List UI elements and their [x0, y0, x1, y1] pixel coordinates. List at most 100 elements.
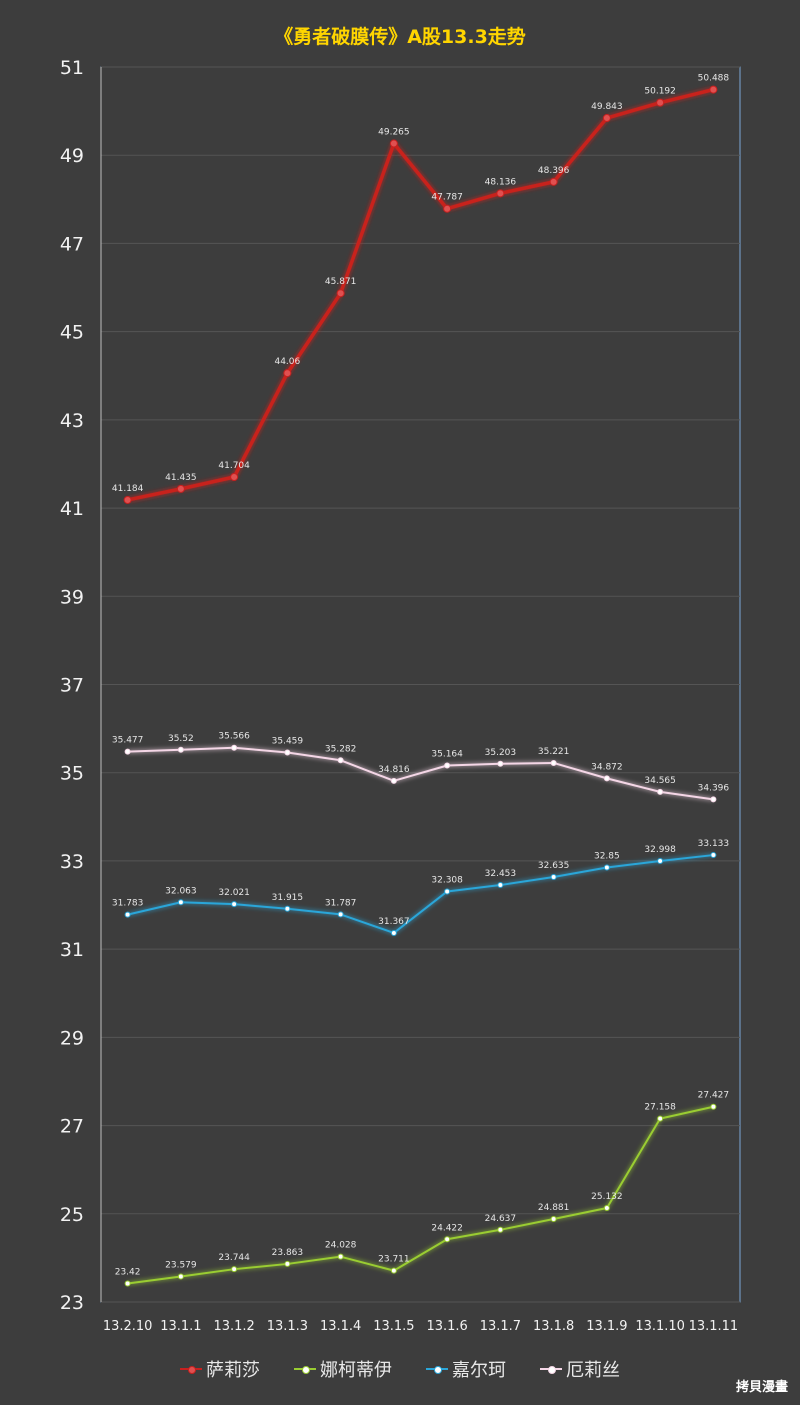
data-label: 32.021 — [218, 888, 250, 898]
data-point — [497, 882, 504, 889]
data-label: 48.136 — [485, 177, 517, 187]
data-point — [389, 139, 398, 148]
data-label: 44.06 — [274, 357, 300, 367]
data-point — [231, 1266, 238, 1273]
series-layer: 41.184 41.435 41.704 44.06 45.871 49.265 47.78… — [112, 74, 730, 1287]
x-tick-label: 13.1.1 — [160, 1319, 201, 1334]
data-point — [283, 369, 292, 378]
data-label: 47.787 — [431, 193, 463, 203]
data-label: 27.427 — [698, 1091, 730, 1101]
series-line — [127, 87, 714, 502]
x-tick-label: 13.1.4 — [320, 1319, 361, 1334]
data-label: 32.063 — [165, 886, 197, 896]
data-label: 25.132 — [591, 1192, 623, 1202]
data-point — [657, 1115, 664, 1122]
legend-item: 厄莉丝 — [540, 1356, 620, 1382]
data-point — [124, 911, 131, 918]
x-tick-label: 13.1.6 — [426, 1319, 467, 1334]
data-point — [284, 749, 291, 756]
data-point — [657, 788, 664, 795]
x-tick-label: 13.1.11 — [689, 1319, 739, 1334]
x-tick-label: 13.1.9 — [586, 1319, 627, 1334]
y-tick-label: 31 — [60, 939, 84, 961]
chart-title: 《勇者破膜传》A股13.3走势 — [274, 26, 526, 48]
data-point — [444, 888, 451, 895]
data-label: 31.783 — [112, 899, 144, 909]
y-tick-label: 35 — [60, 763, 84, 785]
y-tick-label: 41 — [60, 498, 84, 520]
data-label: 32.453 — [485, 869, 517, 879]
data-label: 33.133 — [698, 839, 730, 849]
data-point — [284, 1260, 291, 1267]
data-point — [337, 911, 344, 918]
data-label: 50.488 — [698, 74, 730, 84]
data-label: 49.265 — [378, 128, 410, 138]
data-point — [656, 98, 665, 107]
data-label: 34.816 — [378, 765, 410, 775]
data-point — [337, 757, 344, 764]
legend-label: 厄莉丝 — [566, 1360, 620, 1381]
y-tick-label: 37 — [60, 675, 84, 697]
x-tick-label: 13.1.8 — [533, 1319, 574, 1334]
data-label: 45.871 — [325, 277, 357, 287]
data-point — [550, 1216, 557, 1223]
x-tick-label: 13.1.2 — [213, 1319, 254, 1334]
data-point — [603, 775, 610, 782]
series-line — [127, 746, 714, 801]
legend-item: 萨莉莎 — [180, 1356, 260, 1382]
data-label: 41.184 — [112, 484, 144, 494]
legend-swatch — [540, 1366, 562, 1374]
y-tick-label: 51 — [60, 57, 84, 79]
data-point — [230, 473, 239, 482]
data-point — [603, 864, 610, 871]
data-label: 35.203 — [485, 748, 517, 758]
x-tick-label: 13.1.10 — [635, 1319, 685, 1334]
legend-item: 嘉尔珂 — [426, 1356, 506, 1382]
data-point — [176, 484, 185, 493]
y-tick-label: 27 — [60, 1116, 84, 1138]
legend-swatch — [180, 1366, 202, 1374]
data-label: 34.872 — [591, 762, 623, 772]
x-tick-label: 13.2.10 — [103, 1319, 153, 1334]
y-tick-label: 33 — [60, 851, 84, 873]
grid-layer — [100, 66, 741, 1303]
data-label: 35.52 — [168, 734, 194, 744]
data-label: 41.704 — [218, 461, 250, 471]
y-tick-label: 43 — [60, 410, 84, 432]
data-point — [177, 899, 184, 906]
data-point — [444, 1236, 451, 1243]
series-1: 23.42 23.579 23.744 23.863 24.028 23.711 24.42… — [115, 1091, 730, 1287]
data-label: 48.396 — [538, 166, 570, 176]
y-tick-label: 49 — [60, 145, 84, 167]
data-label: 49.843 — [591, 102, 623, 112]
data-point — [496, 189, 505, 198]
data-point — [710, 796, 717, 803]
legend-label: 娜柯蒂伊 — [320, 1360, 392, 1381]
data-point — [124, 748, 131, 755]
data-point — [231, 744, 238, 751]
data-label: 35.282 — [325, 744, 357, 754]
data-point — [657, 858, 664, 865]
data-point — [336, 289, 345, 298]
data-label: 24.881 — [538, 1203, 570, 1213]
data-point — [390, 777, 397, 784]
data-label: 32.85 — [594, 852, 620, 862]
legend-label: 萨莉莎 — [206, 1360, 260, 1381]
axis-layer: 23 25 27 29 31 33 35 37 39 41 43 45 47 49 51 13.2.10 13.… — [60, 57, 738, 1334]
data-point — [443, 204, 452, 213]
data-label: 23.579 — [165, 1260, 197, 1270]
data-point — [123, 495, 132, 504]
data-label: 32.635 — [538, 861, 570, 871]
data-label: 23.42 — [115, 1267, 141, 1277]
series-line — [127, 854, 714, 934]
data-point — [710, 1103, 717, 1110]
data-label: 27.158 — [644, 1103, 676, 1113]
data-label: 23.744 — [218, 1253, 250, 1263]
y-tick-label: 39 — [60, 586, 84, 608]
data-point — [550, 874, 557, 881]
data-label: 35.566 — [218, 732, 250, 742]
data-point — [390, 929, 397, 936]
data-point — [284, 905, 291, 912]
legend: 萨莉莎 娜柯蒂伊 嘉尔珂 厄莉丝 — [0, 1356, 800, 1382]
